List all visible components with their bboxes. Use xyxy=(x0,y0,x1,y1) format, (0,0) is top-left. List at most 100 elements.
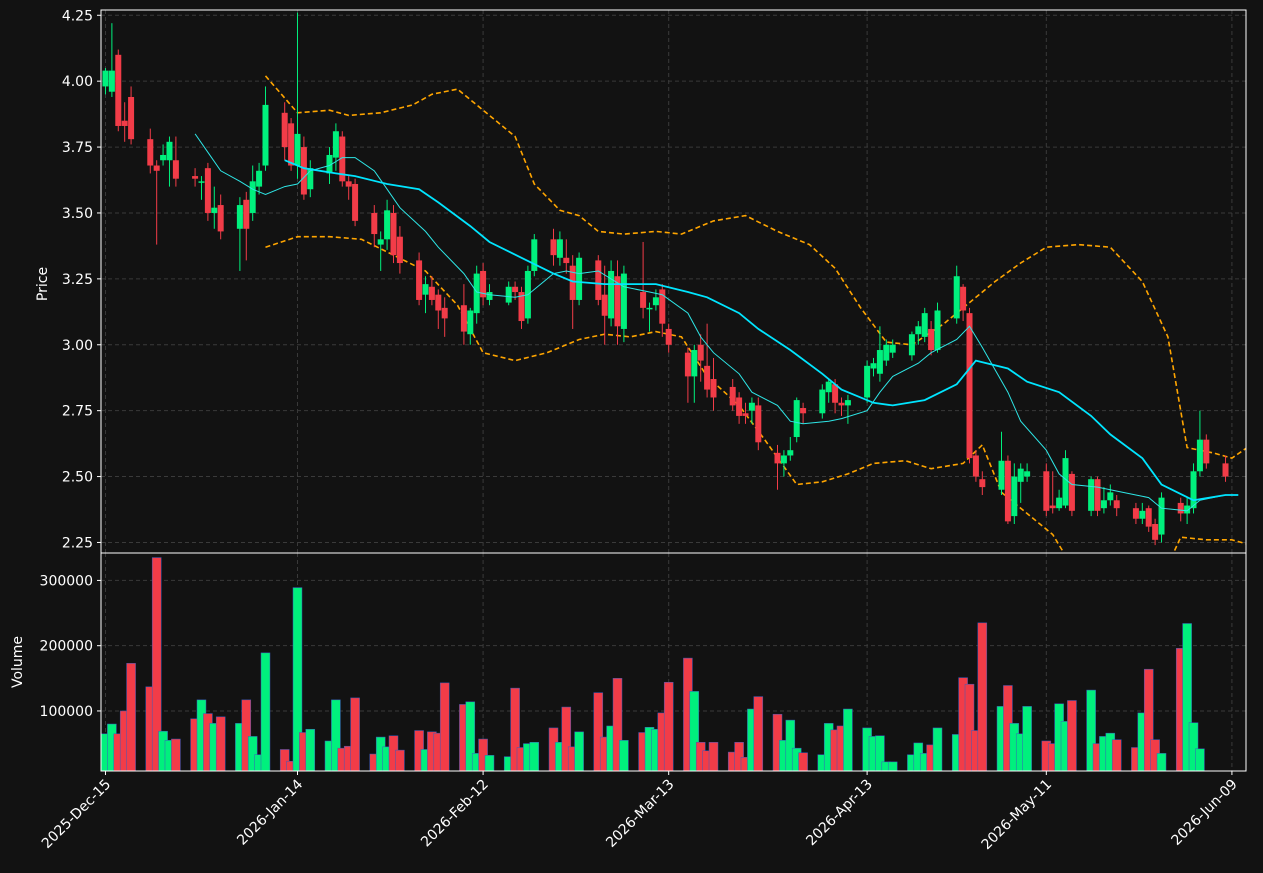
candle xyxy=(371,205,378,248)
candle-body xyxy=(710,379,717,398)
candle-body xyxy=(1017,468,1024,482)
candle-body xyxy=(908,334,915,356)
candle-body xyxy=(569,265,576,300)
candle xyxy=(531,234,538,277)
candle xyxy=(1152,518,1159,546)
price-tick-label: 4.00 xyxy=(62,74,93,90)
candle-body xyxy=(1113,500,1120,509)
price-grid xyxy=(101,14,1246,543)
candle-body xyxy=(512,286,519,293)
candle xyxy=(787,437,794,461)
candle-body xyxy=(1011,476,1018,517)
candle xyxy=(563,239,570,274)
candle xyxy=(198,176,205,200)
candle-body xyxy=(160,154,167,161)
candle xyxy=(1196,410,1203,477)
candle-body xyxy=(595,260,602,300)
candle-body xyxy=(256,170,263,187)
candle-body xyxy=(1004,460,1011,522)
candle-body xyxy=(1132,508,1139,519)
candle xyxy=(166,136,173,187)
candle xyxy=(1222,455,1229,482)
candle xyxy=(192,168,199,187)
candle xyxy=(908,331,915,361)
y-tick-labels: 2.25 2.50 2.75 3.00 3.25 3.50 3.75 4.00 4.25 1000… xyxy=(40,8,101,720)
candle-body xyxy=(966,313,973,459)
candle-body xyxy=(1222,463,1229,477)
candle xyxy=(998,431,1005,496)
candle-body xyxy=(281,112,288,148)
volume-bar xyxy=(663,681,674,772)
candle-body xyxy=(332,131,339,158)
candle-body xyxy=(166,141,173,161)
candle xyxy=(736,392,743,424)
volume-tick-label: 300000 xyxy=(40,573,93,589)
candle xyxy=(684,347,691,403)
candle-body xyxy=(691,350,698,377)
candle xyxy=(339,131,346,187)
candle-body xyxy=(204,168,211,213)
candle xyxy=(480,263,487,306)
candle xyxy=(390,205,397,264)
candle-body xyxy=(640,292,647,308)
candle xyxy=(774,444,781,490)
candle xyxy=(870,357,877,377)
candle-body xyxy=(556,239,563,258)
candle xyxy=(710,357,717,411)
candles xyxy=(102,12,1229,546)
candle-body xyxy=(1177,502,1184,514)
candle-body xyxy=(742,413,749,416)
candle xyxy=(838,397,845,416)
candle-body xyxy=(128,96,135,140)
candle-body xyxy=(729,386,736,406)
candle-body xyxy=(787,450,794,456)
candle xyxy=(972,450,979,482)
candle xyxy=(428,276,435,306)
candle xyxy=(249,165,256,221)
candle-body xyxy=(473,273,480,314)
candle xyxy=(1132,502,1139,525)
candle xyxy=(697,334,704,382)
candle-body xyxy=(748,402,755,411)
candle xyxy=(332,123,339,171)
candle xyxy=(256,162,263,195)
volume-tick-label: 200000 xyxy=(40,639,93,655)
candle-body xyxy=(1088,479,1095,511)
candle-body xyxy=(1056,497,1063,509)
candle-body xyxy=(121,120,128,126)
candle-body xyxy=(960,286,967,311)
candle-body xyxy=(1190,471,1197,509)
candle-body xyxy=(838,402,845,406)
candle xyxy=(345,176,352,200)
candle xyxy=(569,255,576,329)
candle-body xyxy=(793,400,800,438)
candle-body xyxy=(153,165,160,171)
candle-body xyxy=(262,104,269,166)
candle xyxy=(614,260,621,345)
candle xyxy=(422,276,429,314)
candle xyxy=(281,102,288,161)
candle xyxy=(217,194,224,240)
bollinger-bands xyxy=(264,75,1246,553)
candle-body xyxy=(934,310,941,351)
candle xyxy=(505,281,512,306)
candle xyxy=(416,252,423,306)
candle-body xyxy=(326,154,333,174)
volume-bar xyxy=(350,697,360,772)
candle-body xyxy=(172,160,179,179)
candle-body xyxy=(972,455,979,477)
volume-bar xyxy=(305,728,316,772)
candle-body xyxy=(396,236,403,264)
candle-body xyxy=(601,294,608,316)
candle xyxy=(1043,463,1050,517)
candle-body xyxy=(697,344,704,361)
candle-body xyxy=(518,292,525,322)
volume-bar xyxy=(1022,706,1032,772)
candle xyxy=(1088,476,1095,517)
volume-bar xyxy=(887,761,898,772)
price-tick-label: 3.75 xyxy=(62,140,93,156)
volume-bar xyxy=(574,731,584,772)
volume-bar xyxy=(1111,739,1122,772)
candle-body xyxy=(883,344,890,361)
candle xyxy=(262,86,269,171)
